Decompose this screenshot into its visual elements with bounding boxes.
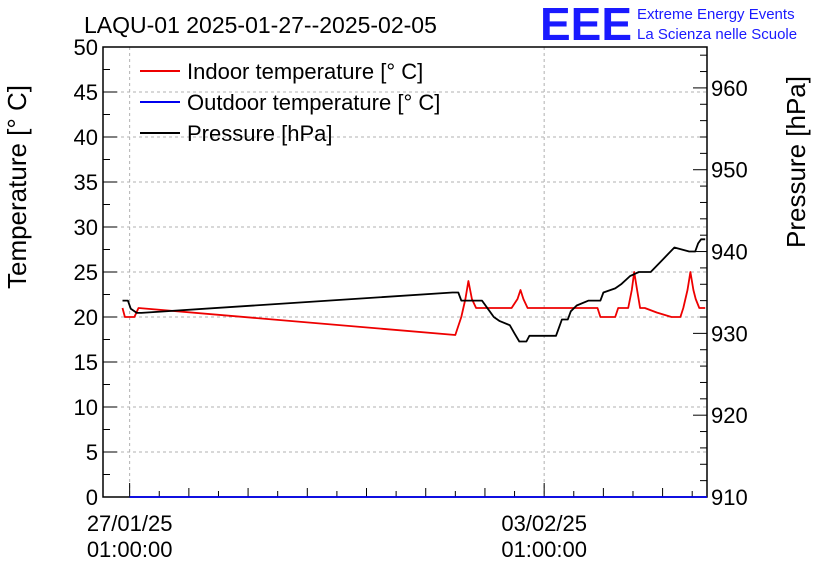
- series-line-pressure: [122, 238, 706, 343]
- y-left-tick-label: 10: [74, 395, 98, 420]
- y-left-tick-label: 20: [74, 305, 98, 330]
- y-left-tick-label: 0: [86, 485, 98, 510]
- x-tick-label-date: 27/01/25: [87, 511, 173, 536]
- y-left-tick-label: 15: [74, 350, 98, 375]
- y-left-tick-label: 50: [74, 35, 98, 60]
- y-left-tick-label: 5: [86, 440, 98, 465]
- y-left-tick-label: 45: [74, 80, 98, 105]
- x-tick-label-time: 01:00:00: [87, 537, 173, 562]
- y-right-tick-label: 920: [711, 403, 748, 428]
- y-right-tick-label: 930: [711, 321, 748, 346]
- y-axis-right-title: Pressure [hPa]: [781, 76, 811, 248]
- y-right-tick-label: 950: [711, 158, 748, 183]
- y-left-tick-label: 35: [74, 170, 98, 195]
- logo-line-1: Extreme Energy Events: [637, 6, 795, 23]
- logo-mark: EEE: [540, 0, 632, 50]
- chart-title: LAQU-01 2025-01-27--2025-02-05: [84, 12, 437, 38]
- eee-logo: EEE Extreme Energy Events La Scienza nel…: [540, 0, 797, 50]
- grid: [103, 47, 707, 497]
- legend-label-outdoor: Outdoor temperature [° C]: [187, 90, 440, 115]
- y-left-tick-label: 25: [74, 260, 98, 285]
- y-right-tick-label: 960: [711, 76, 748, 101]
- series-line-indoor: [121, 271, 706, 336]
- legend-label-pressure: Pressure [hPa]: [187, 121, 333, 146]
- x-tick-label-time: 01:00:00: [501, 537, 587, 562]
- axis-ticks: 0 5 10 15 20 25 30 35 40 45 50 910 920 930 940 950 960 27…: [74, 35, 748, 562]
- series-layer: [121, 238, 707, 498]
- legend: Indoor temperature [° C] Outdoor tempera…: [140, 59, 440, 146]
- x-tick-label-date: 03/02/25: [501, 511, 587, 536]
- y-left-tick-label: 30: [74, 215, 98, 240]
- legend-label-indoor: Indoor temperature [° C]: [187, 59, 423, 84]
- y-right-tick-label: 940: [711, 240, 748, 265]
- y-axis-left-title: Temperature [° C]: [2, 85, 32, 289]
- y-left-tick-label: 40: [74, 125, 98, 150]
- logo-line-2: La Scienza nelle Scuole: [637, 26, 797, 43]
- y-right-tick-label: 910: [711, 485, 748, 510]
